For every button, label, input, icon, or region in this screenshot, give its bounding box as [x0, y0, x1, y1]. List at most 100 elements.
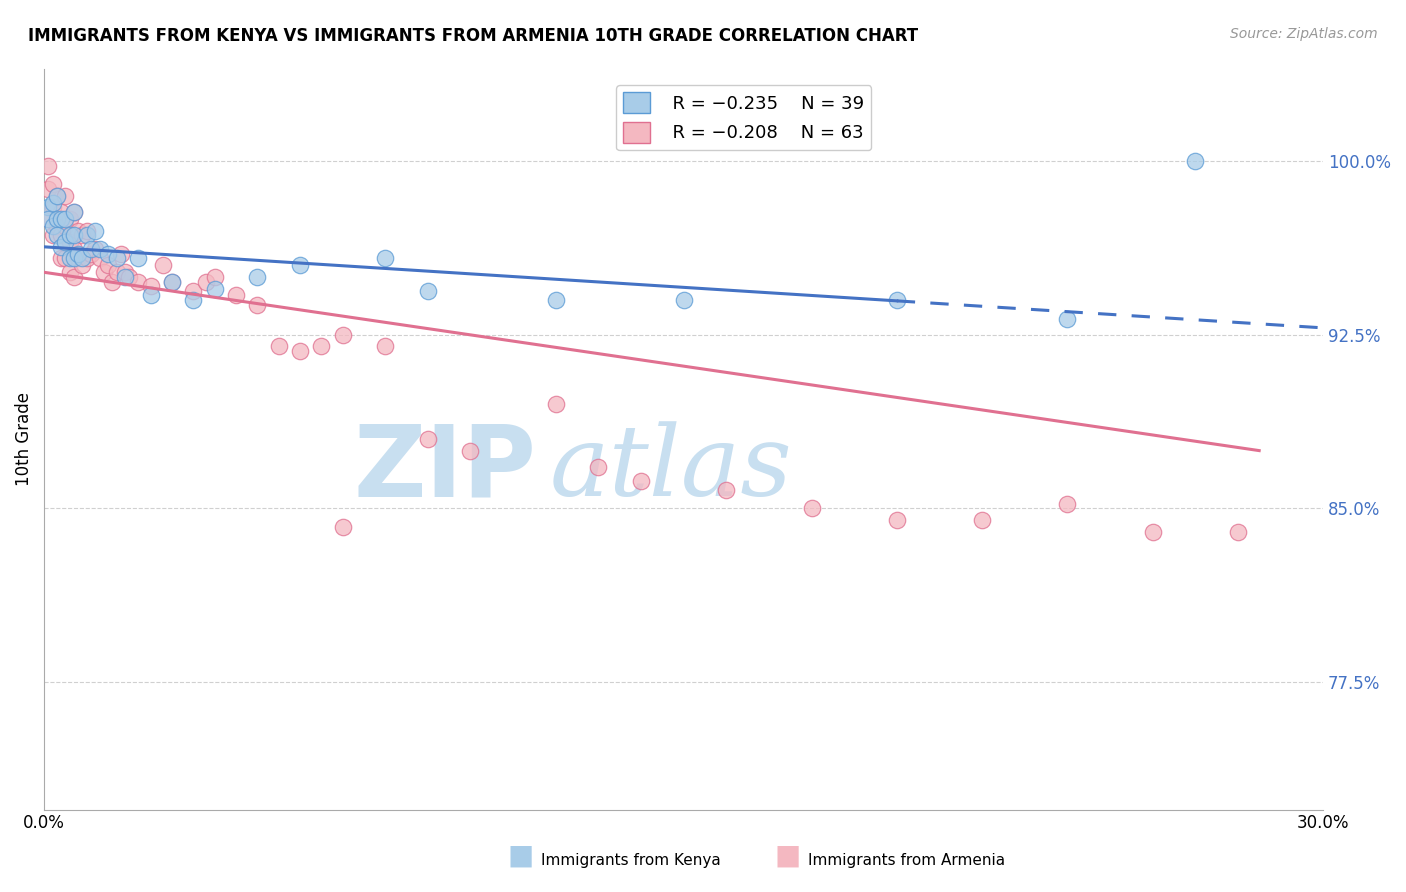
Point	[105, 252, 128, 266]
Point	[204, 269, 226, 284]
Point	[76, 228, 98, 243]
Point	[72, 228, 94, 243]
Point	[80, 242, 103, 256]
Point	[97, 258, 120, 272]
Point	[204, 281, 226, 295]
Point	[63, 242, 86, 256]
Point	[76, 252, 98, 266]
Point	[110, 247, 132, 261]
Point	[101, 275, 124, 289]
Point	[1056, 497, 1078, 511]
Point	[544, 397, 567, 411]
Point	[374, 252, 396, 266]
Point	[51, 228, 73, 243]
Point	[1226, 524, 1249, 539]
Point	[72, 252, 94, 266]
Point	[89, 242, 111, 256]
Point	[416, 432, 439, 446]
Point	[672, 293, 695, 307]
Text: Immigrants from Armenia: Immigrants from Armenia	[808, 853, 1005, 868]
Text: Immigrants from Kenya: Immigrants from Kenya	[541, 853, 721, 868]
Point	[37, 182, 59, 196]
Point	[288, 258, 311, 272]
Point	[41, 201, 63, 215]
Point	[59, 265, 82, 279]
Text: IMMIGRANTS FROM KENYA VS IMMIGRANTS FROM ARMENIA 10TH GRADE CORRELATION CHART: IMMIGRANTS FROM KENYA VS IMMIGRANTS FROM…	[28, 27, 918, 45]
Point	[45, 212, 67, 227]
Point	[630, 474, 652, 488]
Point	[332, 327, 354, 342]
Point	[63, 205, 86, 219]
Point	[588, 459, 610, 474]
Point	[118, 269, 141, 284]
Point	[59, 235, 82, 250]
Point	[37, 212, 59, 227]
Point	[55, 219, 77, 233]
Point	[37, 212, 59, 227]
Text: Source: ZipAtlas.com: Source: ZipAtlas.com	[1230, 27, 1378, 41]
Point	[67, 224, 90, 238]
Point	[544, 293, 567, 307]
Point	[183, 284, 205, 298]
Point	[886, 513, 908, 527]
Point	[76, 224, 98, 238]
Text: ZIP: ZIP	[354, 420, 537, 517]
Point	[37, 201, 59, 215]
Point	[139, 288, 162, 302]
Point	[55, 189, 77, 203]
Point	[89, 252, 111, 266]
Point	[72, 258, 94, 272]
Point	[246, 298, 269, 312]
Point	[63, 228, 86, 243]
Point	[127, 275, 149, 289]
Point	[267, 339, 290, 353]
Point	[97, 247, 120, 261]
Point	[93, 265, 115, 279]
Point	[416, 284, 439, 298]
Point	[105, 265, 128, 279]
Point	[195, 275, 218, 289]
Point	[225, 288, 247, 302]
Point	[288, 344, 311, 359]
Point	[800, 501, 823, 516]
Text: ■: ■	[775, 842, 800, 870]
Point	[67, 247, 90, 261]
Point	[84, 242, 107, 256]
Point	[309, 339, 332, 353]
Point	[51, 205, 73, 219]
Point	[63, 205, 86, 219]
Point	[41, 228, 63, 243]
Point	[59, 212, 82, 227]
Text: atlas: atlas	[550, 421, 792, 516]
Point	[63, 252, 86, 266]
Point	[332, 520, 354, 534]
Point	[716, 483, 738, 497]
Point	[55, 252, 77, 266]
Point	[45, 219, 67, 233]
Point	[59, 228, 82, 243]
Point	[51, 252, 73, 266]
Point	[45, 189, 67, 203]
Point	[183, 293, 205, 307]
Point	[55, 212, 77, 227]
Legend:   R = −0.235    N = 39,   R = −0.208    N = 63: R = −0.235 N = 39, R = −0.208 N = 63	[616, 85, 872, 150]
Point	[63, 269, 86, 284]
Point	[160, 275, 183, 289]
Point	[1142, 524, 1164, 539]
Point	[67, 252, 90, 266]
Point	[45, 189, 67, 203]
Point	[80, 247, 103, 261]
Point	[460, 443, 482, 458]
Y-axis label: 10th Grade: 10th Grade	[15, 392, 32, 486]
Point	[41, 219, 63, 233]
Point	[55, 235, 77, 250]
Point	[41, 195, 63, 210]
Point	[41, 178, 63, 192]
Point	[152, 258, 174, 272]
Text: ■: ■	[508, 842, 533, 870]
Point	[1056, 311, 1078, 326]
Point	[139, 279, 162, 293]
Point	[246, 269, 269, 284]
Point	[114, 269, 136, 284]
Point	[45, 228, 67, 243]
